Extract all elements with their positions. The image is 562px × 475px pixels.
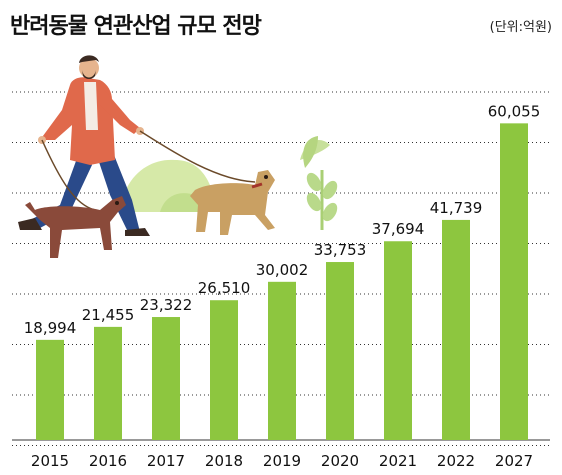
- x-tick-label-2022: 2022: [437, 452, 475, 470]
- x-tick-label-2017: 2017: [147, 452, 185, 470]
- x-tick-label-2019: 2019: [263, 452, 301, 470]
- value-label-2019: 30,002: [256, 261, 309, 279]
- x-tick-label-2020: 2020: [321, 452, 359, 470]
- x-labels-layer: 2015 2016 2017 2018 2019 2020 2021 2022 2027: [31, 452, 533, 470]
- brown-dog-icon: [25, 196, 126, 258]
- plant-icon: [300, 136, 338, 230]
- tan-dog-icon: [190, 170, 275, 235]
- value-label-2027: 60,055: [488, 102, 541, 120]
- bar-2020: [326, 262, 354, 440]
- bars-layer: [36, 123, 528, 440]
- x-tick-label-2021: 2021: [379, 452, 417, 470]
- bar-2022: [442, 219, 470, 440]
- bar-2015: [36, 339, 64, 440]
- bar-2021: [384, 241, 412, 440]
- value-label-2016: 21,455: [82, 306, 135, 324]
- bar-2016: [94, 326, 122, 440]
- value-label-2022: 41,739: [430, 199, 483, 217]
- value-label-2020: 33,753: [314, 241, 367, 259]
- value-label-2017: 23,322: [140, 296, 193, 314]
- bar-2027: [500, 123, 528, 440]
- value-labels-layer: 18,994 21,455 23,322 26,510 30,002 33,753 37,6…: [24, 102, 541, 337]
- x-tick-label-2016: 2016: [89, 452, 127, 470]
- bar-2018: [210, 300, 238, 440]
- chart-title: 반려동물 연관산업 규모 전망: [10, 14, 262, 39]
- value-label-2015: 18,994: [24, 319, 77, 337]
- bar-2017: [152, 317, 180, 440]
- value-label-2018: 26,510: [198, 279, 251, 297]
- person-walking-dogs: [18, 55, 338, 258]
- unit-label: (단위:억원): [489, 20, 552, 35]
- x-tick-label-2015: 2015: [31, 452, 69, 470]
- bar-2019: [268, 281, 296, 440]
- x-tick-label-2018: 2018: [205, 452, 243, 470]
- person-icon: [18, 55, 150, 236]
- value-label-2021: 37,694: [372, 220, 425, 238]
- x-tick-label-2027: 2027: [495, 452, 533, 470]
